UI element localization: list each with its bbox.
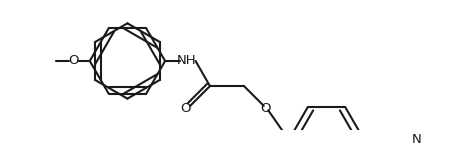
Text: O: O [260, 102, 271, 115]
Text: O: O [180, 102, 191, 115]
Text: O: O [68, 55, 79, 67]
Text: N: N [411, 133, 421, 145]
Text: NH: NH [177, 55, 196, 67]
